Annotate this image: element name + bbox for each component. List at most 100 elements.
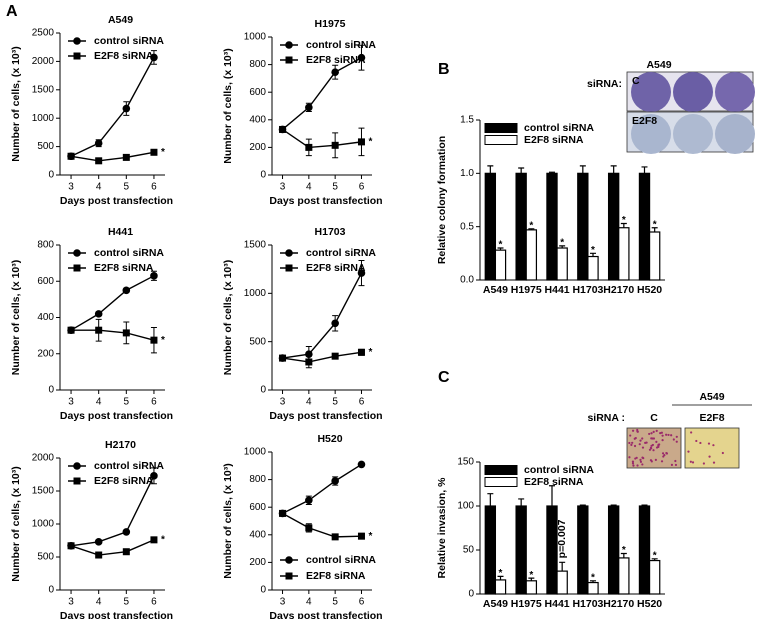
legend-label: E2F8 siRNA bbox=[94, 475, 154, 487]
cell-dot bbox=[650, 460, 653, 463]
significance: * bbox=[499, 568, 503, 579]
series-line bbox=[70, 151, 155, 162]
marker bbox=[357, 532, 365, 540]
marker bbox=[67, 152, 75, 160]
y-axis-label: Number of cells, (x 10³) bbox=[10, 260, 22, 376]
x-axis-label: Days post transfection bbox=[60, 195, 173, 207]
legend-label: E2F8 siRNA bbox=[524, 476, 584, 488]
significance: * bbox=[499, 240, 503, 251]
x-tick-label: 4 bbox=[306, 182, 312, 193]
inset-group: C bbox=[650, 412, 658, 424]
x-tick-label: 6 bbox=[359, 182, 365, 193]
x-tick-label: 6 bbox=[359, 397, 365, 408]
legend-marker bbox=[285, 41, 293, 49]
marker bbox=[357, 348, 365, 356]
y-tick-label: 400 bbox=[37, 312, 54, 323]
y-tick-label: 0 bbox=[260, 170, 266, 181]
marker bbox=[94, 538, 103, 546]
cell-dot bbox=[675, 435, 678, 438]
x-tick-label: 3 bbox=[280, 597, 286, 608]
marker bbox=[305, 358, 313, 366]
cell-dot bbox=[665, 433, 668, 436]
legend-marker bbox=[285, 556, 293, 564]
y-tick-label: 1500 bbox=[32, 84, 55, 95]
legend-label: control siRNA bbox=[524, 122, 594, 134]
significance: * bbox=[591, 572, 595, 583]
y-tick-label: 400 bbox=[249, 529, 266, 540]
bar bbox=[638, 172, 651, 281]
cell-dot bbox=[689, 460, 692, 463]
chart-title: H1703 bbox=[315, 226, 346, 238]
marker bbox=[94, 310, 103, 318]
bar bbox=[525, 580, 538, 595]
cell-dot bbox=[661, 439, 664, 442]
legend-marker bbox=[73, 249, 81, 257]
x-tick-label: A549 bbox=[483, 598, 508, 610]
y-axis-label: Number of cells, (x 10³) bbox=[222, 463, 234, 579]
cell-dot bbox=[721, 451, 724, 455]
bar bbox=[638, 505, 651, 595]
marker bbox=[150, 272, 158, 280]
colony-photo bbox=[626, 71, 755, 154]
y-tick-label: 1000 bbox=[244, 288, 267, 299]
legend-marker bbox=[285, 56, 293, 64]
cell-dot bbox=[641, 456, 644, 459]
legend-swatch bbox=[484, 477, 518, 487]
bar bbox=[587, 581, 599, 595]
cell-dot bbox=[675, 440, 678, 443]
x-axis-label: Days post transfection bbox=[60, 610, 173, 619]
marker bbox=[122, 286, 131, 295]
x-tick-label: 4 bbox=[306, 597, 312, 608]
marker bbox=[279, 354, 287, 362]
cell-dot bbox=[644, 441, 647, 444]
x-axis-label: Days post transfection bbox=[269, 195, 382, 207]
cell-dot bbox=[657, 445, 660, 448]
marker bbox=[94, 139, 103, 147]
bar bbox=[484, 505, 497, 595]
y-tick-label: 1000 bbox=[32, 113, 55, 124]
inset-group: E2F8 bbox=[699, 412, 724, 424]
marker bbox=[95, 551, 103, 559]
panel-letter: C bbox=[438, 369, 450, 386]
y-axis-label: Number of cells, (x 10³) bbox=[10, 46, 22, 162]
marker bbox=[331, 533, 339, 541]
marker bbox=[122, 104, 131, 113]
x-axis-label: Days post transfection bbox=[269, 610, 382, 619]
cell-dot bbox=[631, 441, 634, 444]
y-axis-label: Number of cells, (x 10³) bbox=[10, 466, 22, 582]
cell-dot bbox=[641, 463, 644, 466]
marker bbox=[305, 524, 313, 532]
cell-dot bbox=[634, 436, 637, 440]
cell-dot bbox=[661, 434, 664, 437]
marker bbox=[331, 352, 339, 360]
cell-dot bbox=[663, 454, 666, 457]
marker bbox=[357, 138, 365, 146]
x-tick-label: 3 bbox=[68, 397, 74, 408]
y-tick-label: 50 bbox=[463, 545, 475, 556]
cell-dot bbox=[628, 441, 631, 445]
y-tick-label: 1000 bbox=[32, 519, 55, 530]
x-tick-label: 4 bbox=[306, 397, 312, 408]
cell-dot bbox=[687, 450, 690, 453]
marker bbox=[331, 477, 339, 485]
marker bbox=[95, 326, 103, 334]
significance: * bbox=[653, 550, 657, 561]
legend-swatch bbox=[484, 123, 518, 133]
legend-label: control siRNA bbox=[94, 247, 164, 259]
y-tick-label: 200 bbox=[249, 142, 266, 153]
series-line bbox=[282, 128, 362, 149]
legend-marker bbox=[285, 572, 293, 580]
cell-dot bbox=[661, 452, 665, 455]
bar bbox=[546, 172, 558, 281]
legend-marker bbox=[73, 37, 81, 45]
y-tick-label: 500 bbox=[37, 552, 54, 563]
chart-title: H2170 bbox=[105, 439, 136, 451]
cell-dot bbox=[650, 432, 653, 435]
marker bbox=[67, 326, 75, 334]
marker bbox=[305, 496, 313, 505]
bar bbox=[618, 227, 630, 281]
legend-label: E2F8 siRNA bbox=[94, 262, 154, 274]
series-line bbox=[282, 351, 362, 363]
cell-dot bbox=[670, 463, 674, 466]
